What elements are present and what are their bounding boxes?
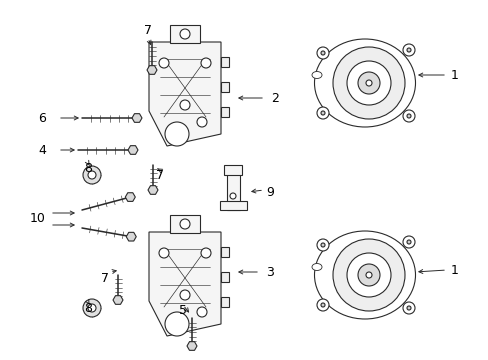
Circle shape (406, 48, 410, 52)
Text: 10: 10 (30, 212, 46, 225)
Text: 4: 4 (38, 144, 46, 157)
Ellipse shape (314, 39, 415, 127)
Polygon shape (147, 66, 157, 74)
Circle shape (159, 248, 169, 258)
Circle shape (88, 304, 96, 312)
Text: 6: 6 (38, 112, 46, 125)
Ellipse shape (314, 231, 415, 319)
Circle shape (316, 107, 328, 119)
Text: 8: 8 (84, 162, 92, 175)
Circle shape (316, 299, 328, 311)
Polygon shape (125, 193, 135, 201)
Bar (224, 165, 242, 175)
Polygon shape (128, 146, 138, 154)
Circle shape (365, 272, 371, 278)
Circle shape (164, 122, 189, 146)
Circle shape (197, 307, 206, 317)
Circle shape (83, 299, 101, 317)
Circle shape (346, 253, 390, 297)
Text: 7: 7 (101, 271, 109, 284)
Circle shape (365, 80, 371, 86)
Polygon shape (113, 296, 123, 304)
Circle shape (320, 111, 325, 115)
Text: 2: 2 (270, 91, 278, 104)
Circle shape (346, 61, 390, 105)
Circle shape (180, 100, 190, 110)
Circle shape (402, 302, 414, 314)
Circle shape (197, 117, 206, 127)
Circle shape (316, 47, 328, 59)
Bar (221, 272, 228, 282)
Polygon shape (149, 232, 221, 336)
Text: 7: 7 (143, 23, 152, 36)
Bar (226, 174, 240, 210)
Bar (170, 215, 200, 233)
Circle shape (406, 306, 410, 310)
Text: 7: 7 (156, 168, 163, 181)
Circle shape (332, 239, 404, 311)
Circle shape (201, 58, 210, 68)
Bar (221, 297, 228, 307)
Text: 3: 3 (265, 266, 273, 279)
Circle shape (402, 236, 414, 248)
Circle shape (320, 243, 325, 247)
Bar (170, 25, 200, 43)
Circle shape (180, 29, 190, 39)
Circle shape (83, 166, 101, 184)
Circle shape (159, 58, 169, 68)
Ellipse shape (311, 72, 321, 78)
Circle shape (180, 290, 190, 300)
Text: 5: 5 (179, 303, 186, 316)
Polygon shape (149, 42, 221, 146)
Bar (221, 57, 228, 67)
Circle shape (320, 51, 325, 55)
Circle shape (406, 114, 410, 118)
Bar (221, 247, 228, 257)
Circle shape (357, 72, 379, 94)
Circle shape (88, 171, 96, 179)
Polygon shape (132, 114, 142, 122)
Bar (221, 82, 228, 92)
Circle shape (316, 239, 328, 251)
Circle shape (201, 248, 210, 258)
Circle shape (332, 47, 404, 119)
Text: 9: 9 (265, 185, 273, 198)
Circle shape (406, 240, 410, 244)
Polygon shape (126, 232, 136, 241)
Circle shape (357, 264, 379, 286)
Text: 1: 1 (450, 264, 458, 276)
Circle shape (320, 303, 325, 307)
Polygon shape (186, 342, 197, 350)
Ellipse shape (311, 264, 321, 270)
Circle shape (164, 312, 189, 336)
Bar (221, 107, 228, 117)
Circle shape (229, 193, 236, 199)
Polygon shape (148, 186, 158, 194)
Circle shape (402, 110, 414, 122)
Text: 8: 8 (84, 302, 92, 315)
Text: 1: 1 (450, 68, 458, 81)
Bar (220, 201, 246, 210)
Circle shape (180, 219, 190, 229)
Circle shape (402, 44, 414, 56)
